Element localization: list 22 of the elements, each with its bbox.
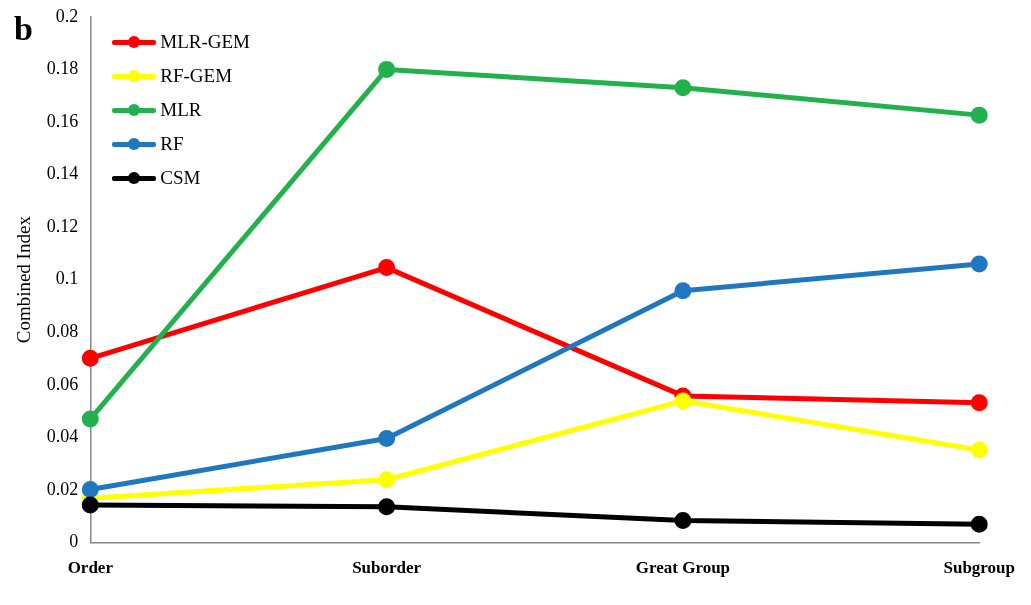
x-tick-label: Subgroup: [943, 558, 1015, 578]
x-tick-label: Suborder: [352, 558, 422, 578]
x-tick-label: Order: [67, 558, 114, 578]
y-tick-label: 0.08: [46, 321, 79, 342]
legend-label: RF-GEM: [160, 64, 233, 87]
text: b: [14, 10, 33, 48]
legend-label: MLR-GEM: [160, 30, 251, 53]
x-tick-label: Great Group: [635, 558, 731, 578]
legend-label: MLR: [160, 98, 202, 121]
y-tick-label: 0.04: [46, 426, 79, 447]
y-tick-label: 0.14: [46, 163, 79, 184]
y-tick-label: 0.12: [46, 215, 79, 236]
y-tick-label: 0: [69, 531, 79, 552]
y-tick-label: 0.16: [46, 110, 79, 131]
legend-label: RF: [160, 132, 184, 155]
y-axis-title: Combined Index: [13, 215, 35, 344]
y-tick-label: 0.06: [46, 373, 79, 394]
y-tick-label: 0.2: [55, 5, 79, 26]
legend-label: CSM: [160, 166, 201, 189]
y-tick-label: 0.1: [55, 268, 79, 289]
y-tick-label: 0.02: [46, 478, 79, 499]
y-tick-label: 0.18: [46, 58, 79, 79]
